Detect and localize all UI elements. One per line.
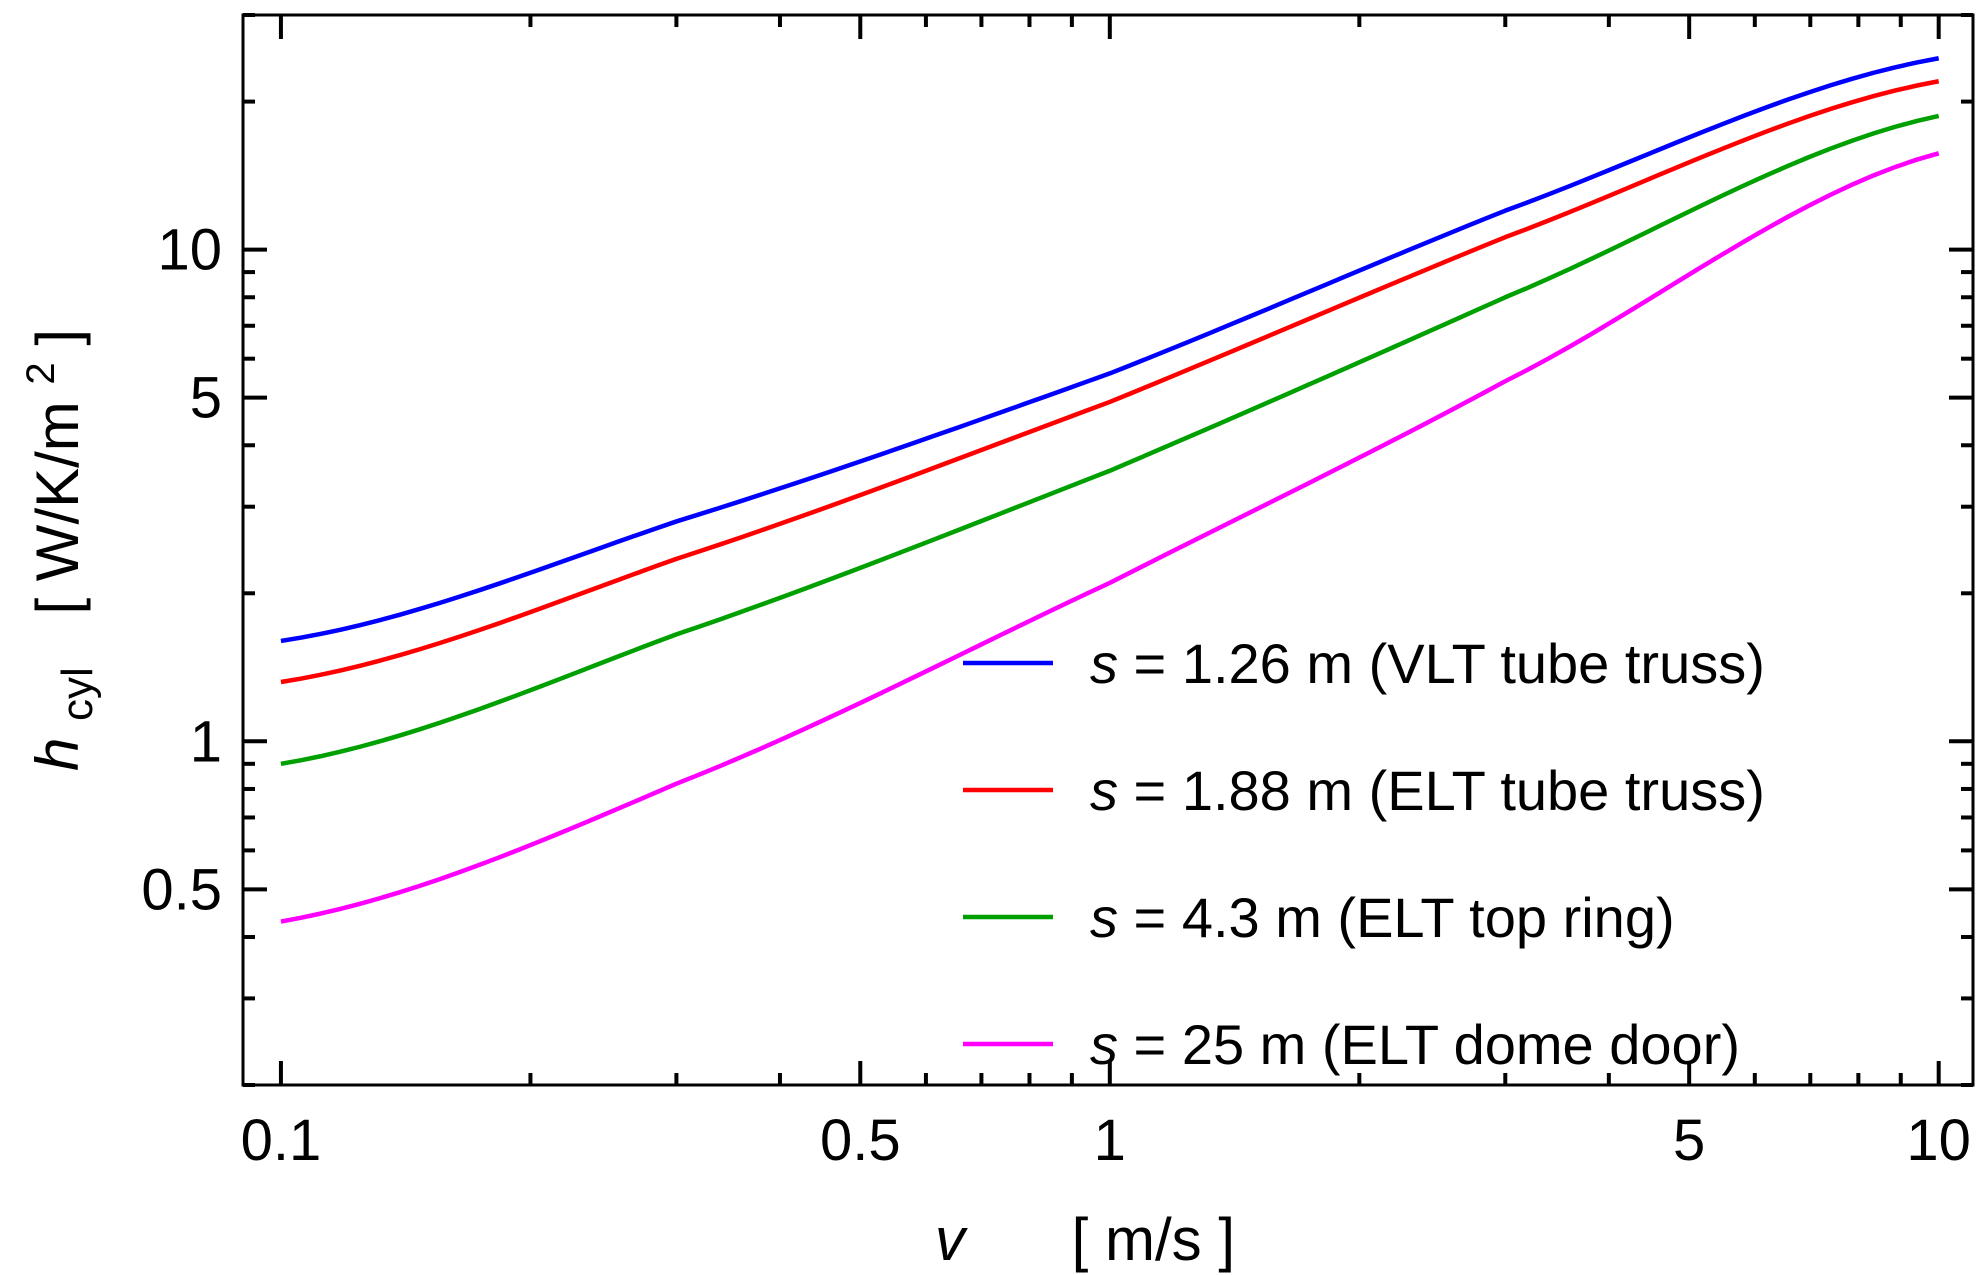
- legend: s = 1.26 m (VLT tube truss)s = 1.88 m (E…: [963, 632, 1765, 1076]
- x-axis-label: v [ m/s ]: [935, 1206, 1235, 1273]
- y-axis-label: h cyl [ W/K/m 2 ]: [0, 329, 105, 771]
- x-tick-label: 1: [1094, 1108, 1126, 1173]
- x-axis-unit: [ m/s ]: [1072, 1206, 1235, 1273]
- legend-label: s = 25 m (ELT dome door): [1090, 1013, 1740, 1076]
- y-axis-close: ]: [24, 329, 91, 346]
- y-axis-sub: cyl: [53, 667, 102, 721]
- legend-label: s = 1.88 m (ELT tube truss): [1090, 759, 1765, 822]
- series-line: [280, 56, 1940, 644]
- y-axis-unit: [ W/K/m: [24, 401, 91, 614]
- y-axis-var: h: [24, 738, 91, 771]
- legend-var: s: [1090, 759, 1118, 822]
- legend-rest: = 4.3 m (ELT top ring): [1118, 886, 1675, 949]
- tick-labels: 0.1 0.5 1 5 10 0.5 1 5 10: [141, 218, 1971, 1173]
- y-tick-label: 1: [190, 709, 222, 774]
- legend-rest: = 25 m (ELT dome door): [1118, 1013, 1740, 1076]
- ticks: [243, 13, 1973, 1087]
- series-lines: [280, 56, 1940, 924]
- x-tick-label: 5: [1673, 1108, 1705, 1173]
- legend-var: s: [1090, 886, 1118, 949]
- legend-label: s = 1.26 m (VLT tube truss): [1090, 632, 1765, 695]
- x-tick-label: 0.1: [241, 1108, 322, 1173]
- y-tick-label: 10: [157, 218, 222, 283]
- series-line: [280, 113, 1940, 767]
- x-axis-var: v: [935, 1206, 968, 1273]
- x-tick-label: 10: [1906, 1108, 1971, 1173]
- legend-var: s: [1090, 1013, 1118, 1076]
- legend-label: s = 4.3 m (ELT top ring): [1090, 886, 1675, 949]
- legend-rest: = 1.88 m (ELT tube truss): [1118, 759, 1765, 822]
- y-tick-label: 0.5: [141, 857, 222, 922]
- y-tick-label: 5: [190, 366, 222, 431]
- y-axis-sup: 2: [19, 362, 63, 384]
- series-line: [280, 151, 1940, 924]
- legend-rest: = 1.26 m (VLT tube truss): [1118, 632, 1765, 695]
- series-line: [280, 79, 1940, 685]
- x-tick-label: 0.5: [820, 1108, 901, 1173]
- legend-var: s: [1090, 632, 1118, 695]
